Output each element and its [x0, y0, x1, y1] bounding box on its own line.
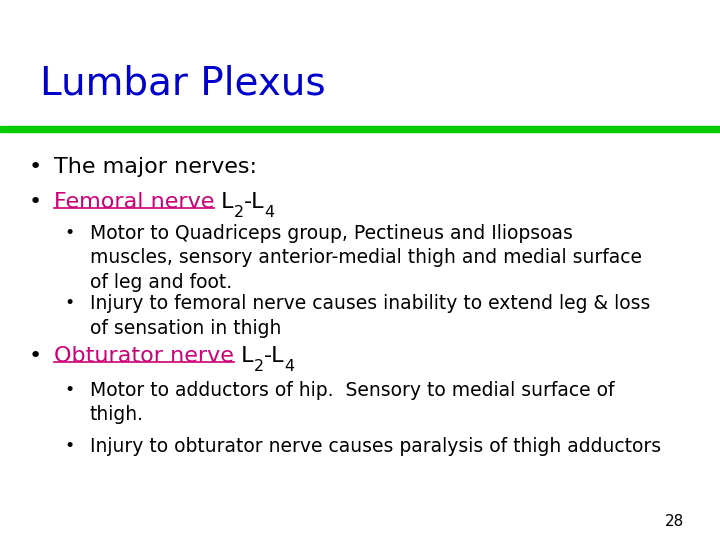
Text: 2: 2	[234, 205, 244, 220]
Text: Femoral nerve: Femoral nerve	[54, 192, 215, 212]
Text: 28: 28	[665, 514, 684, 529]
Bar	[0, 126, 720, 132]
Text: L: L	[215, 192, 234, 212]
Text: -L: -L	[264, 346, 284, 366]
Text: •: •	[29, 346, 42, 366]
Text: Lumbar Plexus: Lumbar Plexus	[40, 65, 325, 103]
Text: •: •	[29, 192, 42, 212]
Text: Motor to Quadriceps group, Pectineus and Iliopsoas
muscles, sensory anterior-med: Motor to Quadriceps group, Pectineus and…	[90, 224, 642, 292]
Text: Obturator nerve: Obturator nerve	[54, 346, 234, 366]
Text: -L: -L	[244, 192, 264, 212]
Text: The major nerves:: The major nerves:	[54, 157, 257, 177]
Text: 4: 4	[284, 359, 294, 374]
Text: Motor to adductors of hip.  Sensory to medial surface of
thigh.: Motor to adductors of hip. Sensory to me…	[90, 381, 614, 424]
Text: 2: 2	[253, 359, 264, 374]
Text: •: •	[29, 157, 42, 177]
Text: L: L	[234, 346, 253, 366]
Text: •: •	[65, 294, 75, 312]
Text: •: •	[65, 437, 75, 455]
Text: •: •	[65, 381, 75, 399]
Text: •: •	[65, 224, 75, 242]
Text: Injury to femoral nerve causes inability to extend leg & loss
of sensation in th: Injury to femoral nerve causes inability…	[90, 294, 650, 338]
Text: 4: 4	[264, 205, 274, 220]
Text: Injury to obturator nerve causes paralysis of thigh adductors: Injury to obturator nerve causes paralys…	[90, 437, 661, 456]
